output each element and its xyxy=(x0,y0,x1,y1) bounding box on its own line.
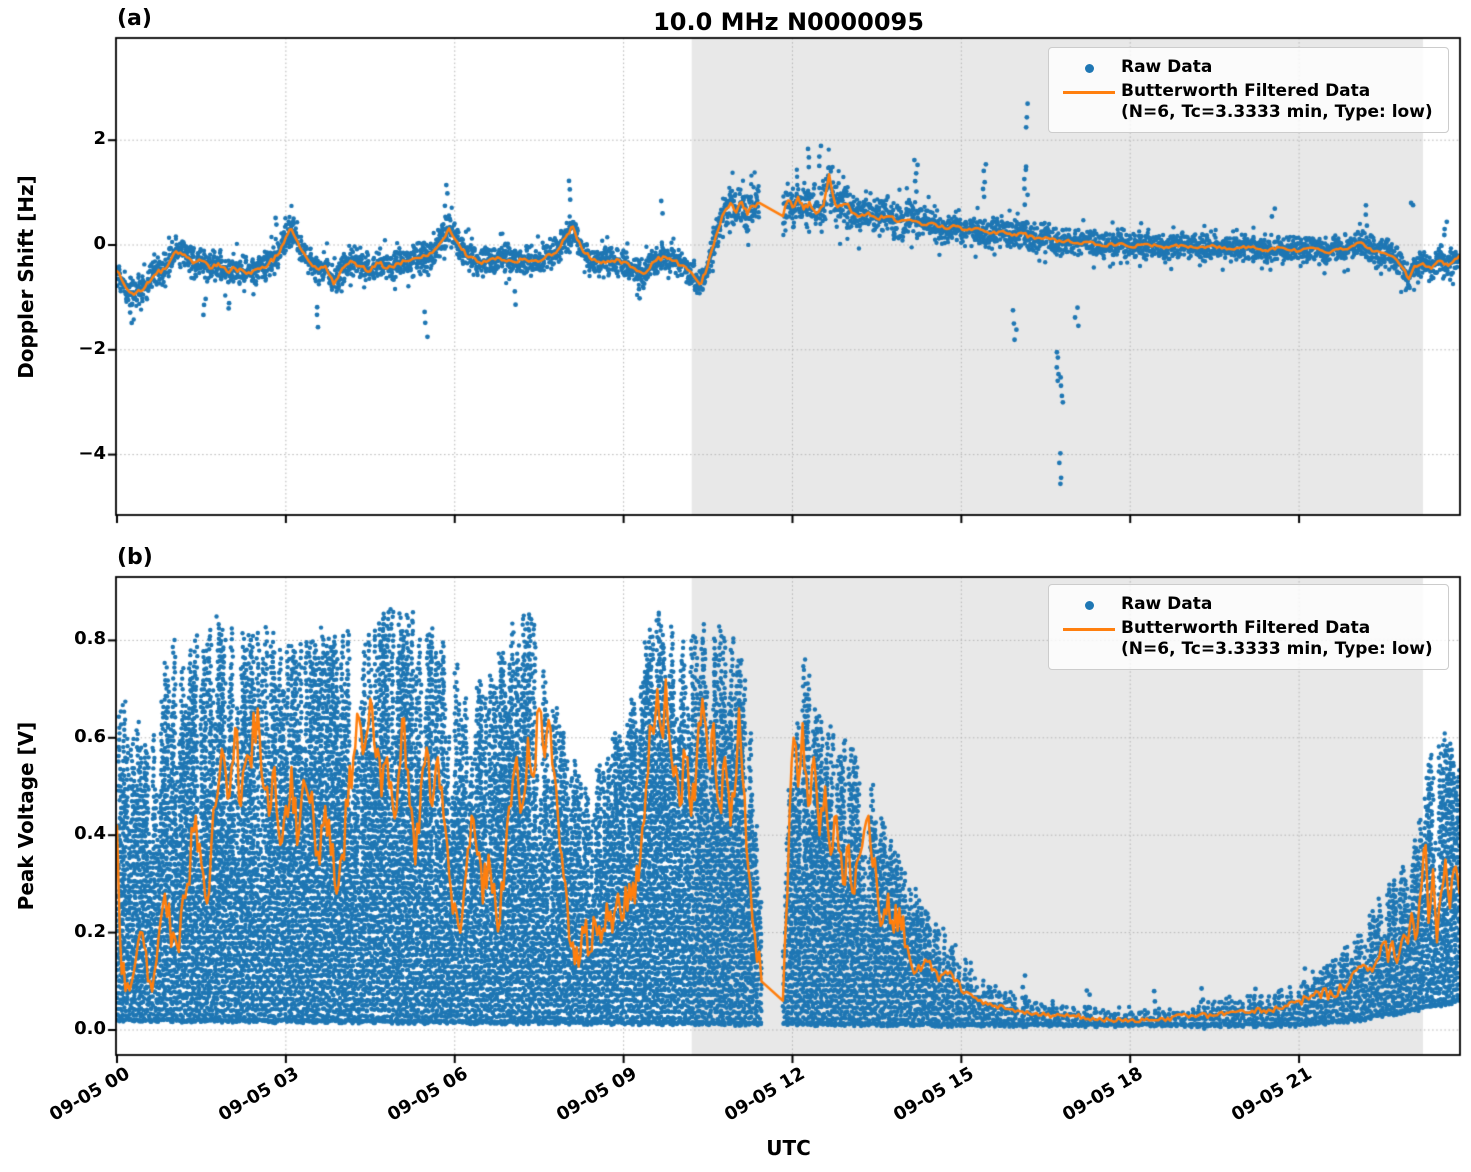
legend-filtered-sublabel: (N=6, Tc=3.3333 min, Type: low) xyxy=(1121,639,1433,659)
filtered-data-marker-icon xyxy=(1057,81,1121,103)
legend-filtered-label: Butterworth Filtered Data xyxy=(1121,618,1371,638)
figure-title: 10.0 MHz N0000095 xyxy=(653,8,924,36)
y-tick-label-b: 0.8 xyxy=(74,628,106,650)
legend-filtered-sublabel: (N=6, Tc=3.3333 min, Type: low) xyxy=(1121,102,1433,122)
panel-b-label: (b) xyxy=(117,545,153,570)
raw-data-marker-icon xyxy=(1057,594,1121,616)
y-tick-label-a: 0 xyxy=(93,233,106,254)
y-tick-label-b: 0.4 xyxy=(74,823,106,845)
legend-raw-label: Raw Data xyxy=(1121,594,1213,614)
y-tick-label-a: 2 xyxy=(93,128,106,150)
panel-a-label: (a) xyxy=(117,6,152,31)
y-tick-label-a: −4 xyxy=(78,442,106,464)
legend-panel-a: Raw Data Butterworth Filtered Data (N=6,… xyxy=(1048,47,1449,133)
legend-panel-b: Raw Data Butterworth Filtered Data (N=6,… xyxy=(1048,584,1449,670)
legend-item-raw: Raw Data xyxy=(1057,57,1438,79)
y-tick-label-a: −2 xyxy=(78,337,106,359)
x-axis-label: UTC xyxy=(766,1136,811,1160)
y-tick-label-b: 0.0 xyxy=(74,1018,106,1039)
y-tick-label-b: 0.6 xyxy=(74,725,106,747)
legend-item-raw: Raw Data xyxy=(1057,594,1438,616)
y-tick-label-b: 0.2 xyxy=(74,920,106,942)
legend-raw-label: Raw Data xyxy=(1121,57,1213,77)
raw-data-marker-icon xyxy=(1057,57,1121,79)
y-axis-label-doppler: Doppler Shift [Hz] xyxy=(14,175,38,379)
y-axis-label-voltage: Peak Voltage [V] xyxy=(14,721,38,911)
filtered-data-marker-icon xyxy=(1057,618,1121,640)
legend-filtered-label: Butterworth Filtered Data xyxy=(1121,81,1371,101)
legend-item-filtered: Butterworth Filtered Data (N=6, Tc=3.333… xyxy=(1057,81,1438,123)
legend-item-filtered: Butterworth Filtered Data (N=6, Tc=3.333… xyxy=(1057,618,1438,660)
